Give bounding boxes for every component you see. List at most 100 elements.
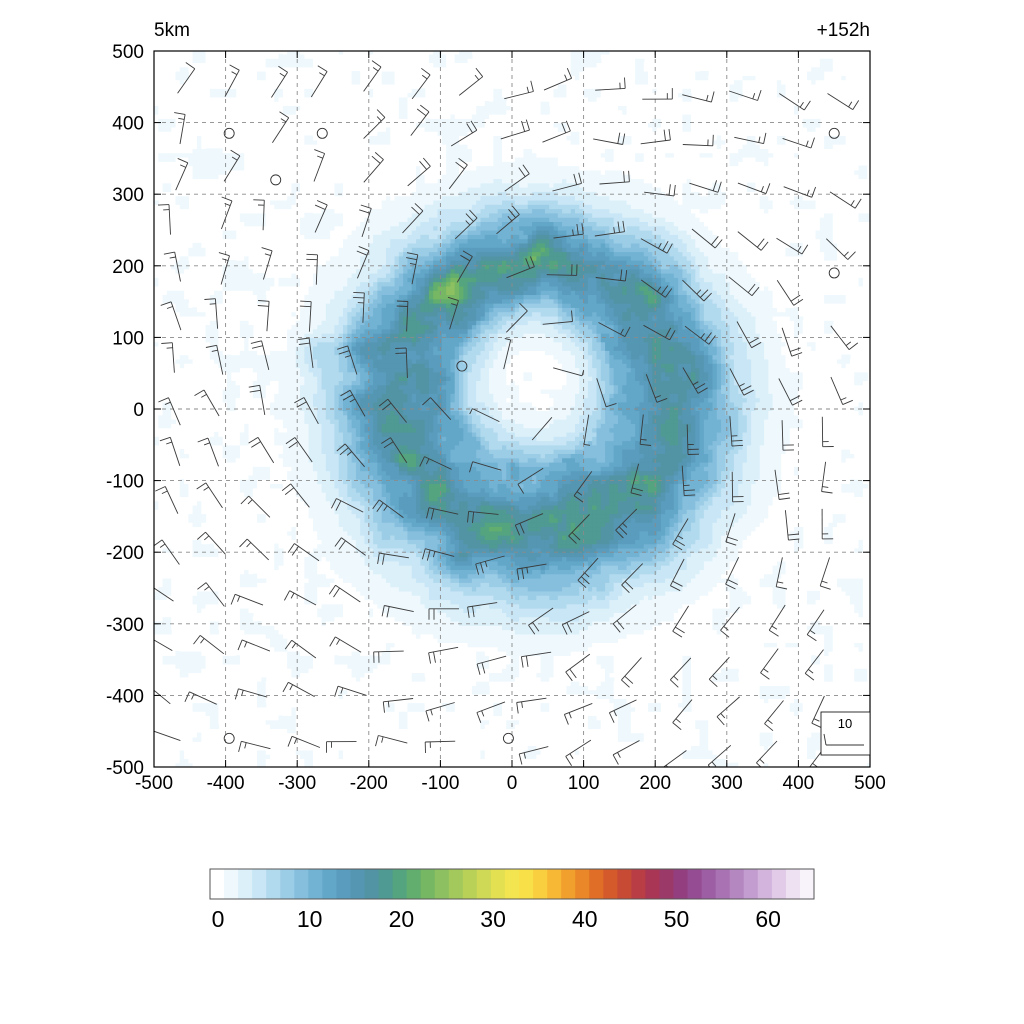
field-cell xyxy=(317,617,322,622)
field-cell xyxy=(249,166,254,171)
field-cell xyxy=(201,170,206,175)
field-cell xyxy=(184,664,189,669)
field-cell xyxy=(339,178,344,183)
field-cell xyxy=(270,101,275,106)
field-cell xyxy=(201,672,206,677)
field-cell xyxy=(274,458,279,463)
field-cell xyxy=(309,672,314,677)
field-cell xyxy=(304,307,309,312)
field-cell xyxy=(356,483,361,488)
field-cell xyxy=(317,505,322,510)
field-cell xyxy=(287,647,292,652)
field-cell xyxy=(210,316,215,321)
field-cell xyxy=(382,277,387,282)
field-cell xyxy=(313,385,318,390)
field-cell xyxy=(227,372,232,377)
field-cell xyxy=(296,320,301,325)
field-cell xyxy=(249,359,254,364)
field-cell xyxy=(377,88,382,93)
field-cell xyxy=(317,243,322,248)
field-cell xyxy=(163,385,168,390)
field-cell xyxy=(300,651,305,656)
field-cell xyxy=(253,724,258,729)
field-cell xyxy=(261,67,266,72)
field-cell xyxy=(210,612,215,617)
field-cell xyxy=(373,441,378,446)
field-cell xyxy=(270,54,275,59)
field-cell xyxy=(240,617,245,622)
field-cell xyxy=(382,372,387,377)
field-cell xyxy=(382,483,387,488)
field-cell xyxy=(287,101,292,106)
field-cell xyxy=(300,367,305,372)
field-cell xyxy=(261,621,266,626)
field-cell xyxy=(317,445,322,450)
field-cell xyxy=(249,153,254,158)
field-cell xyxy=(158,114,163,119)
field-cell xyxy=(352,677,357,682)
field-cell xyxy=(231,376,236,381)
field-cell xyxy=(240,565,245,570)
field-cell xyxy=(167,178,172,183)
field-cell xyxy=(180,239,185,244)
field-cell xyxy=(343,243,348,248)
field-cell xyxy=(373,307,378,312)
field-cell xyxy=(283,509,288,514)
field-cell xyxy=(261,415,266,420)
field-cell xyxy=(373,479,378,484)
field-cell xyxy=(218,337,223,342)
field-cell xyxy=(261,367,266,372)
field-cell xyxy=(356,565,361,570)
field-cell xyxy=(382,183,387,188)
field-cell xyxy=(175,307,180,312)
field-cell xyxy=(197,307,202,312)
field-cell xyxy=(283,359,288,364)
field-cell xyxy=(188,522,193,527)
field-cell xyxy=(249,432,254,437)
field-cell xyxy=(373,423,378,428)
field-cell xyxy=(236,376,241,381)
field-cell xyxy=(373,260,378,265)
field-cell xyxy=(377,359,382,364)
field-cell xyxy=(283,329,288,334)
field-cell xyxy=(352,204,357,209)
field-cell xyxy=(317,625,322,630)
field-cell xyxy=(347,226,352,231)
field-cell xyxy=(180,359,185,364)
field-cell xyxy=(266,290,271,295)
field-cell xyxy=(283,342,288,347)
field-cell xyxy=(274,630,279,635)
field-cell xyxy=(291,363,296,368)
field-cell xyxy=(382,325,387,330)
field-cell xyxy=(291,320,296,325)
field-cell xyxy=(261,187,266,192)
field-cell xyxy=(266,273,271,278)
field-cell xyxy=(291,325,296,330)
field-cell xyxy=(330,466,335,471)
field-cell xyxy=(343,458,348,463)
field-cell xyxy=(347,703,352,708)
field-cell xyxy=(356,591,361,596)
field-cell xyxy=(287,282,292,287)
field-cell xyxy=(253,432,258,437)
field-cell xyxy=(249,428,254,433)
field-cell xyxy=(206,333,211,338)
field-cell xyxy=(214,80,219,85)
field-cell xyxy=(291,462,296,467)
field-cell xyxy=(347,423,352,428)
field-cell xyxy=(339,234,344,239)
field-cell xyxy=(373,286,378,291)
field-cell xyxy=(274,282,279,287)
field-cell xyxy=(154,97,159,102)
field-cell xyxy=(369,299,374,304)
field-cell xyxy=(154,286,159,291)
field-cell xyxy=(197,243,202,248)
field-cell xyxy=(317,574,322,579)
field-cell xyxy=(317,668,322,673)
field-cell xyxy=(274,552,279,557)
field-cell xyxy=(317,273,322,278)
field-cell xyxy=(382,479,387,484)
field-cell xyxy=(352,256,357,261)
field-cell xyxy=(291,660,296,665)
